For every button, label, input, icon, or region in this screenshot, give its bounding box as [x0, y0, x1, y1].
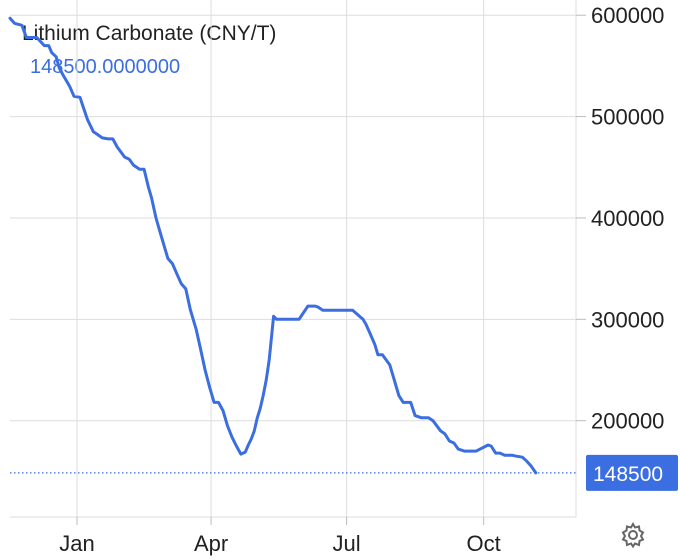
y-tick-label: 300000	[591, 307, 664, 332]
last-value-badge-label: 148500	[593, 463, 663, 486]
last-value-badge: 148500	[586, 454, 678, 491]
y-tick-label: 500000	[591, 105, 664, 130]
last-value-badge-background	[586, 454, 678, 491]
chart-title: Lithium Carbonate (CNY/T)	[22, 22, 277, 45]
x-tick-label: Apr	[194, 531, 228, 556]
x-tick-label: Jan	[59, 531, 94, 556]
y-axis-ticks: 600000 500000 400000 300000 200000	[576, 3, 664, 434]
x-axis-ticks: Jan Apr Jul Oct	[59, 517, 501, 556]
y-tick-label: 600000	[591, 3, 664, 28]
current-price-value: 148500.0000000	[30, 56, 181, 78]
x-tick-label: Jul	[333, 531, 361, 556]
y-tick-label: 400000	[591, 206, 664, 231]
gear-icon[interactable]	[620, 522, 646, 548]
x-tick-label: Oct	[467, 531, 501, 556]
series-line-lithium-carbonate	[8, 16, 538, 475]
y-tick-label: 200000	[591, 409, 664, 434]
gridlines	[10, 0, 576, 517]
